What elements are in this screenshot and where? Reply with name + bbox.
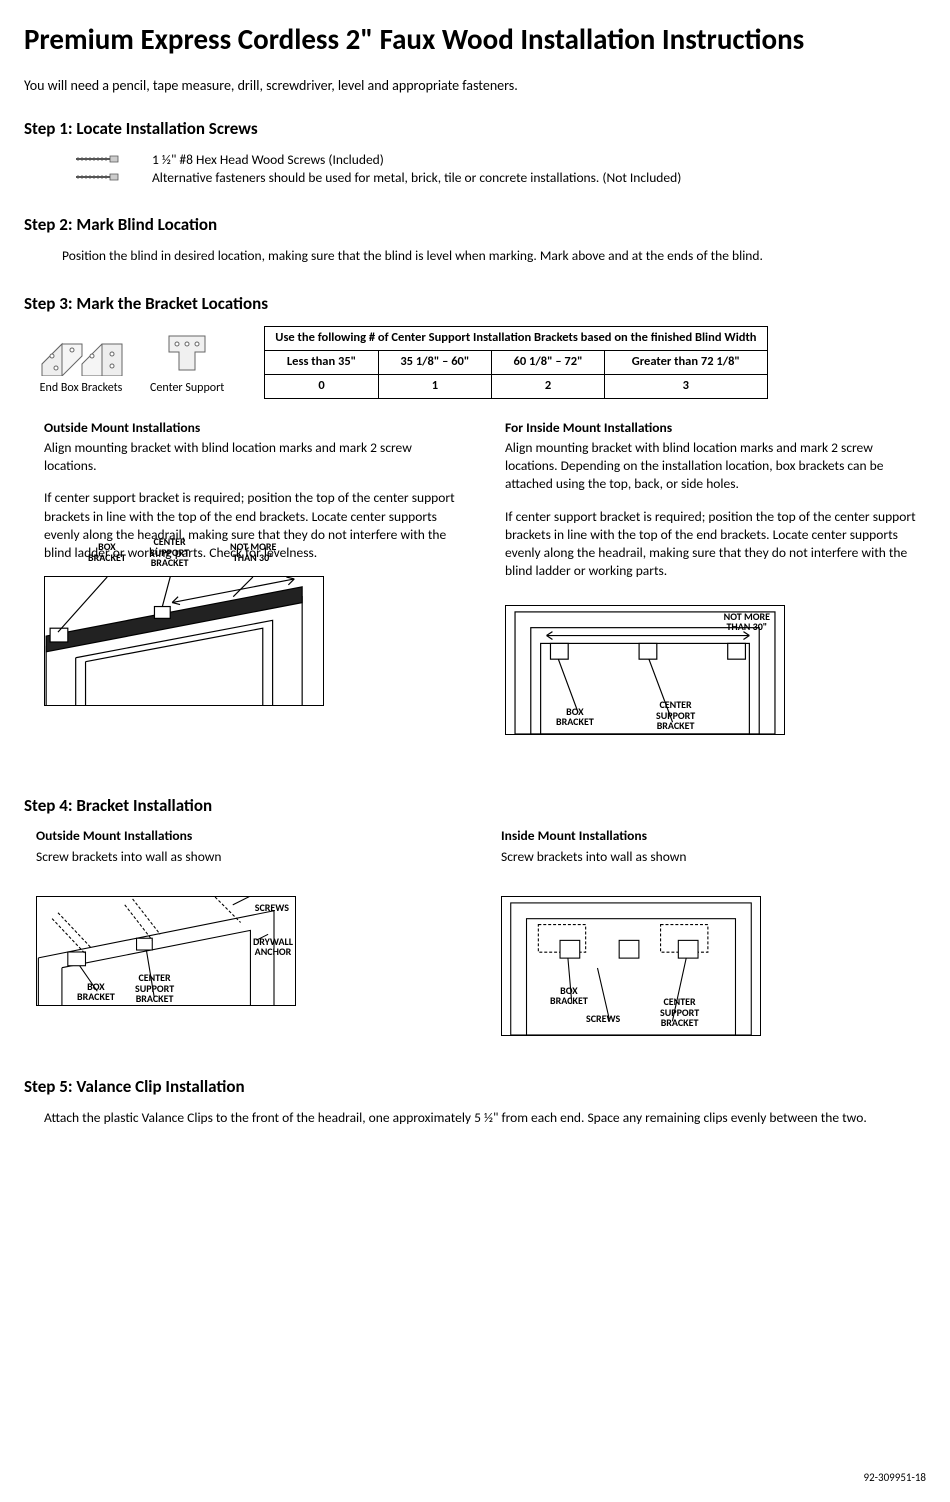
step1-text: 1 ½" #8 Hex Head Wood Screws (Included) … xyxy=(152,151,681,186)
step2-text: Position the blind in desired location, … xyxy=(24,247,926,265)
diag-label-center: CENTERSUPPORTBRACKET xyxy=(660,997,699,1029)
step1-line2: Alternative fasteners should be used for… xyxy=(152,169,681,187)
step4-inside-diagram: BOXBRACKET SCREWS CENTERSUPPORTBRACKET xyxy=(501,896,761,1036)
step4-heading: Step 4: Bracket Installation xyxy=(24,795,926,818)
table-cell: 3 xyxy=(605,374,767,398)
table-title: Use the following # of Center Support In… xyxy=(265,327,767,351)
diag-label-center: CENTERSUPPORTBRACKET xyxy=(150,537,189,569)
diag-label-notmore: NOT MORETHAN 30" xyxy=(230,542,276,563)
outside-p1: Align mounting bracket with blind locati… xyxy=(44,439,465,475)
step5-heading: Step 5: Valance Clip Installation xyxy=(24,1076,926,1099)
step-2: Step 2: Mark Blind Location Position the… xyxy=(24,214,926,265)
step-1: Step 1: Locate Installation Screws 1 ½" … xyxy=(24,118,926,186)
step4-inside-title: Inside Mount Installations xyxy=(501,827,926,845)
step4-outside-text: Screw brackets into wall as shown xyxy=(36,848,461,866)
step-4: Step 4: Bracket Installation Outside Mou… xyxy=(24,795,926,1036)
intro-text: You will need a pencil, tape measure, dr… xyxy=(24,77,926,96)
document-number: 92-309951-18 xyxy=(864,1471,927,1486)
fig1-caption: End Box Brackets xyxy=(36,380,126,396)
diag-label-anchor: DRYWALLANCHOR xyxy=(253,937,293,958)
step3-inside-diagram: NOT MORETHAN 30" BOXBRACKET CENTERSUPPOR… xyxy=(505,605,785,735)
table-cell: 1 xyxy=(378,374,491,398)
diag-label-box: BOXBRACKET xyxy=(88,542,126,563)
diag-label-box: BOXBRACKET xyxy=(556,707,594,728)
step1-line1: 1 ½" #8 Hex Head Wood Screws (Included) xyxy=(152,151,681,169)
table-cell: 0 xyxy=(265,374,378,398)
table-header: 35 1/8" – 60" xyxy=(378,351,491,375)
diag-label-box: BOXBRACKET xyxy=(550,986,588,1007)
step3-inside-column: For Inside Mount Installations Align mou… xyxy=(505,419,926,735)
diag-label-box: BOXBRACKET xyxy=(77,982,115,1003)
step4-outside-title: Outside Mount Installations xyxy=(36,827,461,845)
inside-mount-title: For Inside Mount Installations xyxy=(505,419,926,437)
screw-icon xyxy=(74,171,122,183)
step2-heading: Step 2: Mark Blind Location xyxy=(24,214,926,237)
table-header: 60 1/8" – 72" xyxy=(491,351,604,375)
step-3: Step 3: Mark the Bracket Locations xyxy=(24,293,926,734)
fig2-caption: Center Support xyxy=(150,380,224,396)
end-box-bracket-figure: End Box Brackets xyxy=(36,326,126,396)
outside-mount-title: Outside Mount Installations xyxy=(44,419,465,437)
screw-icon xyxy=(74,153,122,165)
screw-icons xyxy=(74,151,122,183)
step4-outside-column: Outside Mount Installations Screw bracke… xyxy=(24,827,461,1035)
step3-outside-diagram xyxy=(44,576,324,706)
step4-outside-diagram: SCREWS DRYWALLANCHOR BOXBRACKET CENTERSU… xyxy=(36,896,296,1006)
bracket-table: Use the following # of Center Support In… xyxy=(264,326,767,399)
step5-text: Attach the plastic Valance Clips to the … xyxy=(24,1109,926,1127)
diag-label-screws: SCREWS xyxy=(255,903,289,914)
inside-p2: If center support bracket is required; p… xyxy=(505,508,926,581)
table-cell: 2 xyxy=(491,374,604,398)
step3-outside-column: Outside Mount Installations Align mounti… xyxy=(24,419,465,735)
diag-label-center: CENTERSUPPORTBRACKET xyxy=(656,700,695,732)
step1-heading: Step 1: Locate Installation Screws xyxy=(24,118,926,141)
inside-p1: Align mounting bracket with blind locati… xyxy=(505,439,926,494)
step4-inside-column: Inside Mount Installations Screw bracket… xyxy=(501,827,926,1035)
step4-inside-text: Screw brackets into wall as shown xyxy=(501,848,926,866)
diag-label-notmore: NOT MORETHAN 30" xyxy=(724,612,770,633)
table-header: Less than 35" xyxy=(265,351,378,375)
page-title: Premium Express Cordless 2" Faux Wood In… xyxy=(24,20,926,59)
step3-heading: Step 3: Mark the Bracket Locations xyxy=(24,293,926,316)
center-support-figure: Center Support xyxy=(150,326,224,396)
step-5: Step 5: Valance Clip Installation Attach… xyxy=(24,1076,926,1127)
diag-label-center: CENTERSUPPORTBRACKET xyxy=(135,973,174,1005)
table-header: Greater than 72 1/8" xyxy=(605,351,767,375)
diag-label-screws: SCREWS xyxy=(586,1014,620,1025)
